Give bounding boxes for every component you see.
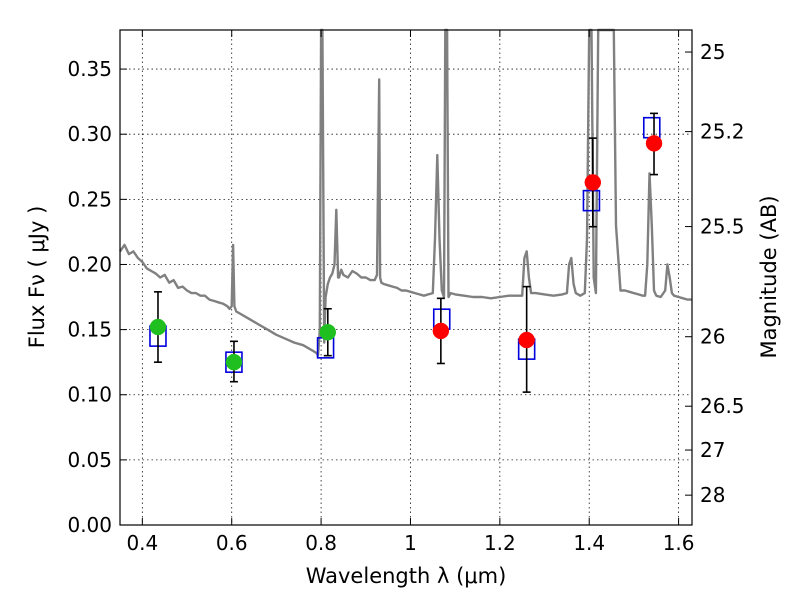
- x-tick-label: 1.4: [573, 531, 605, 555]
- grid-lines: [120, 30, 692, 526]
- observed-flux-point: [432, 322, 450, 340]
- right-tick-label: 26.5: [700, 394, 745, 418]
- y-axis-right-label: Magnitude (AB): [757, 195, 781, 358]
- observed-flux-point: [149, 318, 167, 336]
- x-tick-label: 1.2: [484, 531, 516, 555]
- plot-frame: [119, 29, 693, 526]
- right-tick-label: 27: [700, 438, 725, 462]
- y-tick-label: 0.35: [67, 57, 112, 81]
- observed-flux-point: [645, 135, 663, 152]
- axes-layer: 0.4 0.6 0.8 1 1.2 1.4 1.6 0.00 0.05 0.10 0.15 0.20 0…: [67, 29, 745, 555]
- x-axis-label: Wavelength λ (μm): [306, 564, 507, 588]
- x-tick-label: 0.4: [126, 531, 158, 555]
- observed-flux-point: [225, 353, 243, 371]
- x-tick-label: 0.8: [305, 531, 337, 555]
- observed-flux-point: [584, 174, 602, 191]
- model-spectrum-line: [119, 28, 692, 357]
- y-tick-label: 0.05: [67, 448, 112, 472]
- y-axis-label: Flux Fν ( μJy ): [25, 206, 49, 349]
- x-tick-label: 1.6: [663, 531, 695, 555]
- right-tick-label: 26: [700, 325, 725, 349]
- data-points-layer: [149, 112, 663, 393]
- y-tick-label: 0.00: [67, 513, 112, 537]
- x-tick-label: 1: [404, 531, 417, 555]
- right-tick-label: 28: [700, 483, 725, 507]
- observed-flux-point: [319, 323, 337, 341]
- model-photometry-square: [582, 189, 601, 212]
- y-tick-label: 0.20: [67, 252, 112, 276]
- y-tick-label: 0.10: [67, 383, 112, 407]
- model-spectrum-layer: [119, 28, 692, 357]
- observed-flux-point: [518, 331, 535, 349]
- right-tick-label: 25.5: [700, 215, 745, 239]
- y-tick-label: 0.25: [67, 187, 112, 211]
- model-photometry-square: [642, 116, 661, 139]
- y-tick-label: 0.30: [67, 122, 112, 146]
- right-tick-label: 25.2: [700, 120, 745, 144]
- x-tick-label: 0.6: [216, 531, 248, 555]
- right-tick-label: 25: [700, 40, 725, 64]
- y-tick-label: 0.15: [67, 318, 112, 342]
